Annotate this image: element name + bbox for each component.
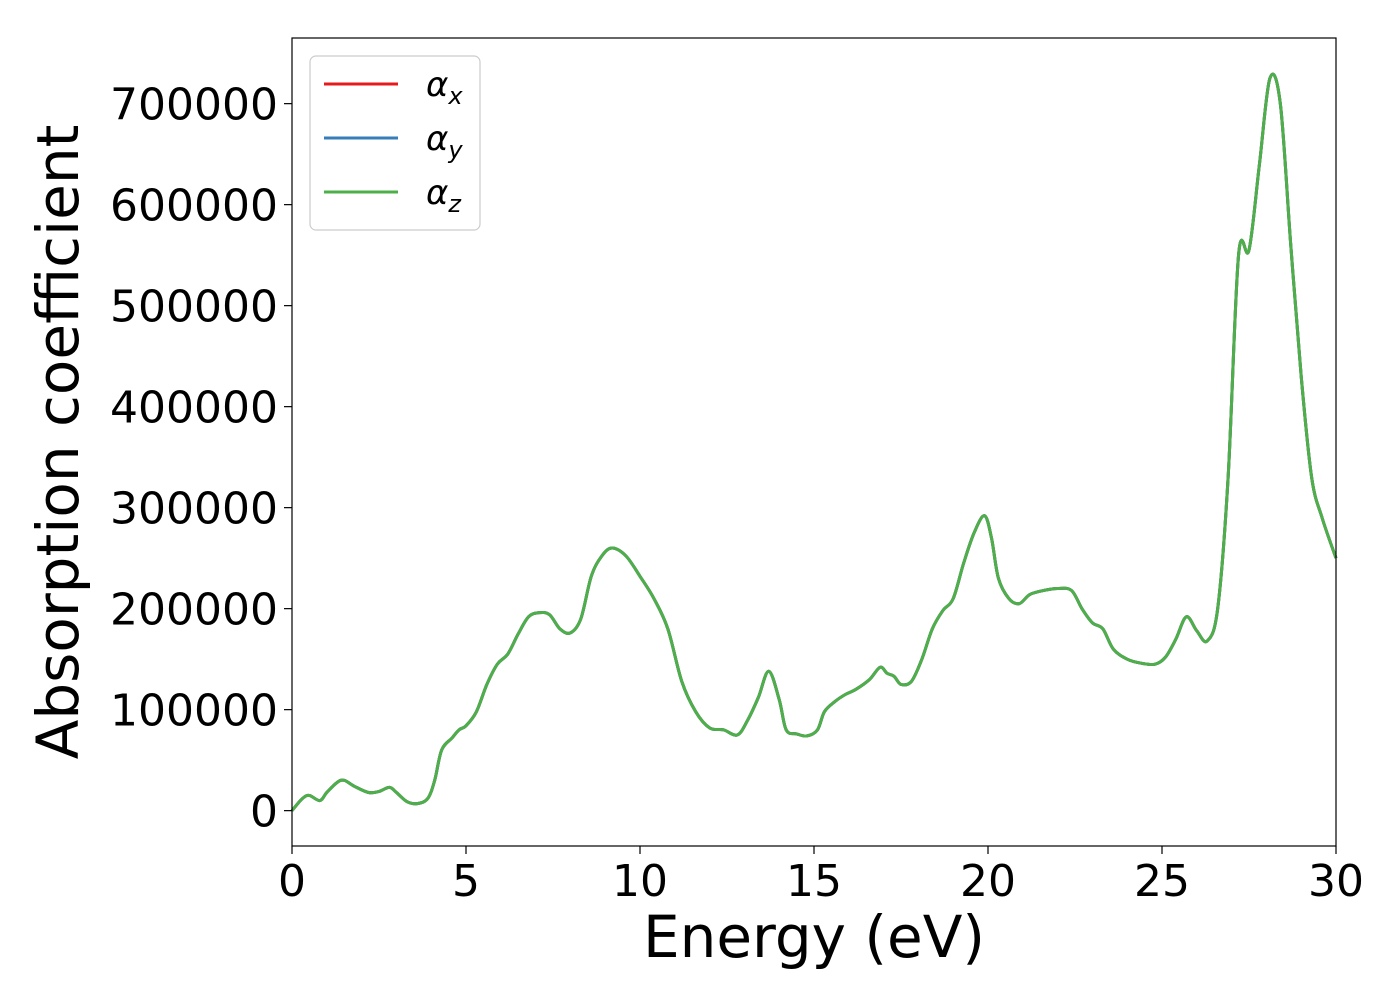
legend-box	[309, 55, 481, 231]
y-axis-ticks: 0 100000 200000 300000 400000 500000 600000 700…	[110, 80, 292, 838]
x-tick-label: 25	[1134, 856, 1190, 907]
series-layer	[290, 72, 1338, 812]
plot-frame	[291, 37, 1337, 847]
legend-symbol: α	[426, 65, 448, 105]
y-tick-label: 0	[250, 787, 278, 838]
y-tick-label: 500000	[110, 282, 278, 333]
legend-entry-alpha-y-label: αy	[426, 119, 463, 164]
y-tick-label: 400000	[110, 383, 278, 434]
legend-subscript: x	[447, 82, 463, 110]
x-axis-title: Energy (eV)	[643, 903, 985, 971]
x-tick-label: 20	[960, 856, 1016, 907]
y-tick-label: 100000	[110, 686, 278, 737]
y-tick-label: 300000	[110, 484, 278, 535]
x-axis-ticks: 0 5 10 15 20 25 30	[278, 846, 1364, 907]
series-line-alpha-z	[290, 72, 1338, 812]
x-tick-label: 10	[612, 856, 668, 907]
legend-subscript: z	[447, 190, 462, 218]
y-axis-title: Absorption coefficient	[24, 125, 92, 760]
legend-symbol: α	[426, 173, 448, 213]
y-tick-label: 600000	[110, 181, 278, 232]
y-tick-label: 700000	[110, 80, 278, 131]
legend-subscript: y	[447, 136, 463, 164]
x-tick-label: 5	[452, 856, 480, 907]
y-tick-label: 200000	[110, 585, 278, 636]
legend-entry-alpha-z-label: αz	[426, 173, 462, 218]
x-tick-label: 15	[786, 856, 842, 907]
x-tick-label: 0	[278, 856, 306, 907]
x-tick-label: 30	[1308, 856, 1364, 907]
legend-symbol: α	[426, 119, 448, 159]
legend-entry-alpha-x-label: αx	[426, 65, 463, 110]
